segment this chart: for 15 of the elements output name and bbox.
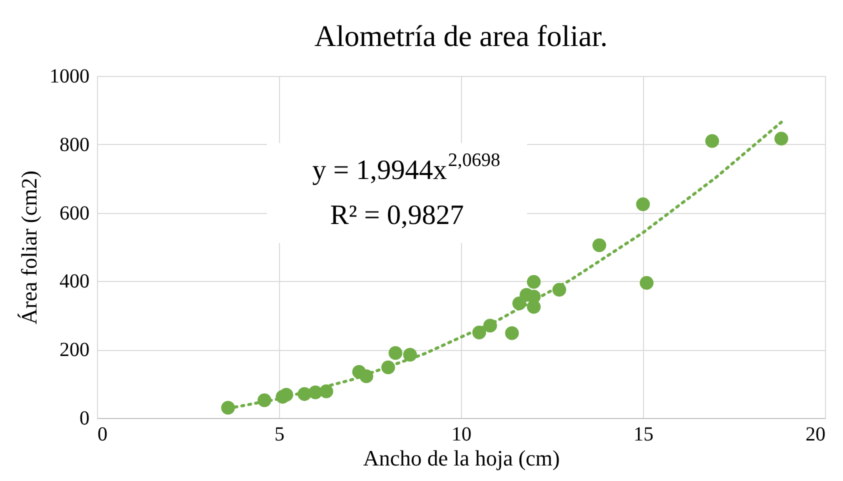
x-tick-label: 10 (452, 424, 472, 446)
x-tick-label: 20 (806, 424, 826, 446)
y-tick-label: 0 (80, 408, 90, 430)
x-axis-title: Ancho de la hoja (cm) (363, 446, 560, 470)
y-axis-title: Área foliar (cm2) (16, 170, 42, 324)
x-tick-label: 5 (274, 424, 284, 446)
chart-title: Alometría de area foliar. (314, 20, 608, 53)
y-tick-label: 800 (60, 134, 90, 156)
annotation: R² = 0,9827 (330, 200, 464, 231)
y-tick-label: 200 (60, 339, 90, 362)
y-tick-label: 1000 (50, 66, 90, 88)
x-tick-label: 15 (634, 424, 654, 446)
y-tick-label: 600 (60, 202, 90, 224)
y-tick-label: 400 (60, 270, 90, 293)
x-tick-label: 0 (98, 424, 108, 446)
